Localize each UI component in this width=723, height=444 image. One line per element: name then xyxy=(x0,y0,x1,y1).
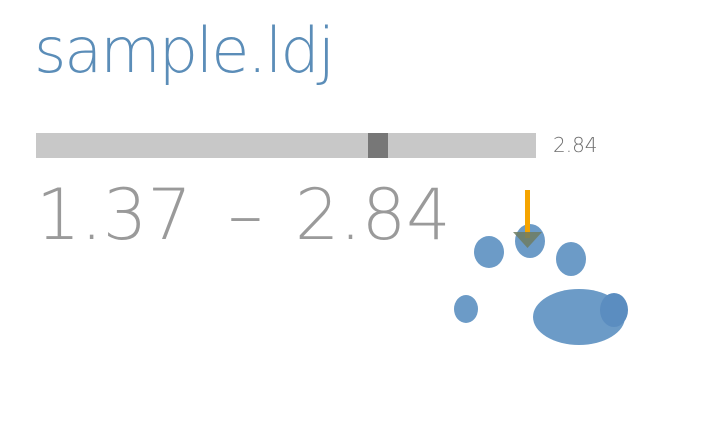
range-display: 1.37–2.84 xyxy=(36,180,451,250)
range-max: 2.84 xyxy=(294,174,451,256)
paw-toe xyxy=(454,295,478,323)
page-title: sample.ldj xyxy=(34,14,335,87)
paw-toe xyxy=(474,236,504,268)
paw-pad-overlap xyxy=(600,293,628,327)
slider-value-label: 2.84 xyxy=(553,133,598,157)
slider-thumb[interactable] xyxy=(368,133,388,158)
down-arrow-icon xyxy=(513,190,542,248)
slider-track[interactable] xyxy=(36,133,536,158)
range-separator: – xyxy=(227,174,263,256)
range-min: 1.37 xyxy=(36,174,192,256)
paw-toe xyxy=(556,242,586,276)
paw-icon xyxy=(454,190,628,345)
